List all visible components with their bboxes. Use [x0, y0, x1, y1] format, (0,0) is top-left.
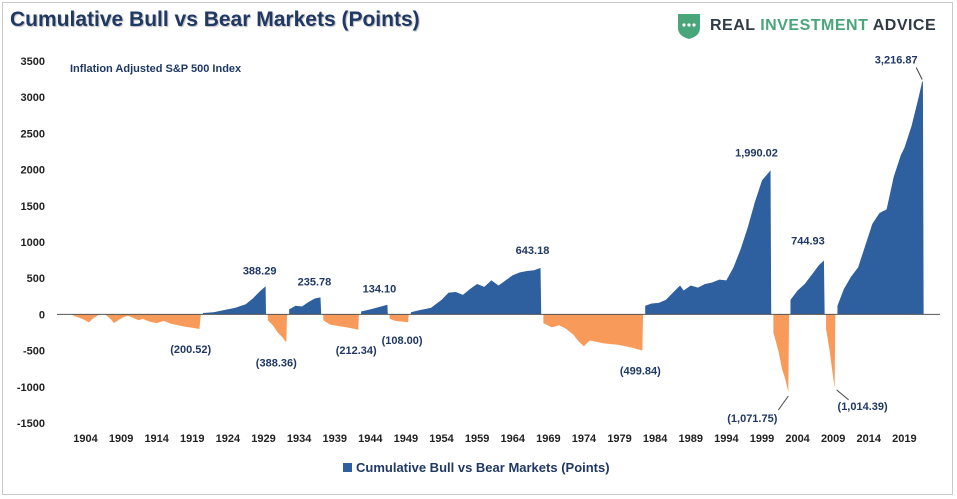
- x-tick-label: 1999: [750, 433, 774, 445]
- bear-market-area: [267, 314, 288, 343]
- y-tick-label: -1000: [17, 382, 45, 394]
- bull-market-area: [410, 267, 542, 315]
- data-label: (1,014.39): [838, 401, 888, 413]
- x-tick-label: 1954: [429, 433, 454, 445]
- bear-market-area: [71, 314, 104, 323]
- y-tick-label: 3500: [21, 56, 45, 68]
- x-tick-label: 2004: [785, 433, 810, 445]
- x-tick-label: 1944: [358, 433, 383, 445]
- data-label: (1,071.75): [727, 413, 777, 425]
- bull-market-area: [361, 304, 388, 315]
- x-tick-label: 2014: [857, 433, 882, 445]
- data-label: (108.00): [382, 335, 423, 347]
- brand-word-real: REAL: [710, 17, 756, 34]
- bear-market-area: [389, 314, 409, 323]
- bull-market-area: [289, 297, 322, 315]
- bull-market-area: [202, 286, 266, 315]
- chart-legend: Cumulative Bull vs Bear Markets (Points): [343, 460, 610, 475]
- chart-title: Cumulative Bull vs Bear Markets (Points): [10, 8, 420, 31]
- x-tick-label: 1969: [536, 433, 560, 445]
- y-tick-label: -500: [23, 346, 45, 358]
- x-tick-label: 1904: [73, 433, 98, 445]
- data-label: (499.84): [620, 366, 661, 378]
- shield-logo-icon: [678, 14, 700, 39]
- bear-market-area: [103, 314, 201, 329]
- data-label: 235.78: [298, 276, 332, 288]
- data-label: 3,216.87: [875, 54, 918, 66]
- annotation-leader-line: [915, 67, 923, 80]
- x-tick-label: 1914: [144, 433, 169, 445]
- brand-word-investment: INVESTMENT: [760, 17, 869, 34]
- data-label: (200.52): [170, 344, 211, 356]
- data-label: 744.93: [791, 235, 825, 247]
- y-tick-label: 2000: [21, 165, 45, 177]
- x-tick-label: 1994: [714, 433, 739, 445]
- data-label: 134.10: [363, 284, 397, 296]
- y-tick-label: 2500: [21, 128, 45, 140]
- brand-word-advice: ADVICE: [872, 17, 937, 34]
- x-tick-label: 1974: [572, 433, 597, 445]
- y-tick-label: 3000: [21, 92, 45, 104]
- x-tick-label: 1909: [109, 433, 133, 445]
- bear-market-area: [543, 314, 644, 351]
- x-tick-label: 1959: [465, 433, 489, 445]
- brand-logo: REAL INVESTMENT ADVICE: [676, 12, 936, 40]
- y-tick-label: 0: [39, 309, 45, 321]
- annotation-leader-line: [777, 395, 789, 411]
- x-tick-label: 2009: [821, 433, 845, 445]
- data-label: 388.29: [243, 265, 277, 277]
- y-tick-label: -1500: [17, 418, 45, 430]
- bear-market-area: [323, 314, 359, 330]
- bull-market-area: [837, 81, 924, 315]
- x-tick-label: 1929: [251, 433, 275, 445]
- bull-market-area: [645, 170, 772, 315]
- x-tick-label: 1924: [216, 433, 241, 445]
- legend-swatch: [343, 463, 352, 472]
- x-tick-label: 1964: [500, 433, 525, 445]
- bear-market-area: [773, 314, 790, 392]
- y-tick-label: 1000: [21, 237, 45, 249]
- x-tick-label: 1989: [679, 433, 703, 445]
- x-tick-label: 1919: [180, 433, 204, 445]
- data-label: 643.18: [516, 245, 550, 257]
- x-tick-label: 2019: [892, 433, 916, 445]
- bear-market-area: [826, 314, 836, 388]
- data-label: (212.34): [336, 345, 377, 357]
- legend-label: Cumulative Bull vs Bear Markets (Points): [356, 460, 610, 475]
- y-tick-label: 500: [27, 273, 45, 285]
- x-tick-label: 1939: [322, 433, 346, 445]
- annotation-leader-line: [836, 389, 849, 401]
- y-tick-label: 1500: [21, 201, 45, 213]
- data-label: (388.36): [256, 358, 297, 370]
- bull-market-area: [790, 260, 825, 315]
- x-tick-label: 1934: [287, 433, 312, 445]
- data-label: 1,990.02: [735, 147, 778, 159]
- x-tick-label: 1979: [607, 433, 631, 445]
- x-tick-label: 1984: [643, 433, 668, 445]
- x-tick-label: 1949: [394, 433, 418, 445]
- chart-subtitle: Inflation Adjusted S&P 500 Index: [70, 63, 242, 75]
